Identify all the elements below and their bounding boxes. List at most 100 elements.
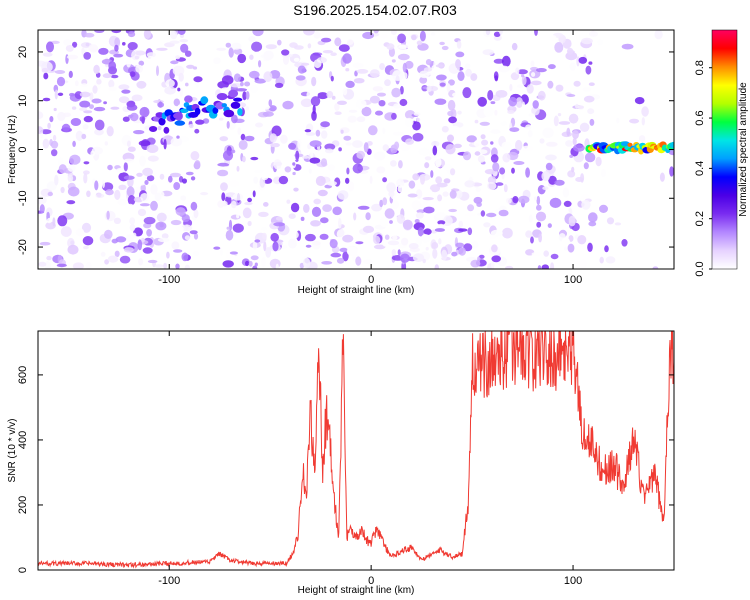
spectral-blob	[118, 84, 130, 90]
spectral-blob	[491, 255, 502, 263]
spectral-blob	[425, 59, 432, 66]
spectral-blob	[501, 55, 511, 67]
spectral-blob	[260, 170, 269, 181]
spectral-blob	[427, 189, 432, 194]
spectral-blob	[126, 203, 135, 212]
spectral-blob	[225, 230, 234, 241]
spectral-blob	[293, 57, 300, 62]
spectral-blob	[133, 181, 146, 186]
spectral-blob	[528, 214, 533, 223]
spectral-blob	[326, 180, 337, 186]
spectral-blob	[400, 237, 409, 246]
spectral-blob	[228, 180, 240, 187]
spectral-blob	[255, 122, 263, 128]
spectral-blob	[115, 236, 127, 243]
spectral-blob	[222, 260, 234, 268]
spectral-blob	[94, 180, 99, 191]
spectral-blob	[142, 247, 153, 254]
spectral-blob	[629, 118, 640, 124]
spectral-blob	[72, 41, 78, 48]
spectral-blob	[228, 47, 234, 58]
spectral-blob	[345, 142, 353, 146]
spectral-blob	[386, 265, 397, 269]
spectral-blob	[86, 190, 91, 198]
colorbar-gradient	[711, 29, 738, 270]
spectral-blob	[399, 143, 411, 151]
spectral-blob	[155, 221, 167, 231]
spectral-blob	[357, 205, 370, 210]
spectral-blob	[235, 88, 248, 92]
spectral-blob	[394, 265, 400, 269]
spectral-blob	[104, 141, 109, 146]
y-axis-label: SNR (10 * v/v)	[7, 419, 18, 483]
spectral-blob	[301, 155, 310, 159]
spectral-blob	[261, 227, 268, 231]
spectral-blob	[226, 121, 230, 129]
spectral-blob	[480, 210, 486, 217]
spectral-blob	[388, 191, 395, 197]
snr-series-line	[38, 331, 674, 569]
spectral-blob	[341, 160, 350, 165]
spectral-blob	[41, 67, 49, 73]
spectral-blob	[536, 221, 542, 228]
spectral-blob	[561, 237, 571, 246]
spectral-blob	[38, 196, 47, 205]
spectral-blob	[338, 147, 342, 152]
spectral-blob	[161, 233, 169, 239]
spectral-blob	[363, 259, 373, 265]
spectral-blob	[569, 154, 574, 158]
spectral-blob	[82, 124, 89, 130]
spectral-blob	[521, 75, 527, 86]
spectral-blob	[462, 151, 472, 161]
spectral-blob	[150, 184, 158, 195]
spectral-blob	[453, 143, 462, 149]
spectral-blob	[320, 217, 329, 224]
spectral-blob	[258, 60, 262, 68]
spectral-blob	[346, 167, 350, 175]
spectral-blob	[511, 42, 518, 51]
y-tick-label: 400	[17, 431, 29, 449]
spectral-blob	[262, 111, 274, 117]
spectral-blob	[240, 133, 246, 141]
spectral-blob	[135, 50, 146, 56]
spectral-blob	[168, 175, 173, 183]
spectral-blob	[555, 84, 564, 92]
spectral-blob	[252, 241, 258, 250]
x-tick-label: 100	[564, 274, 582, 286]
spectral-blob	[113, 53, 124, 58]
spectral-blob	[190, 151, 200, 161]
spectral-blob	[541, 171, 550, 182]
colorbar-tick-label: 0.2	[694, 211, 706, 226]
spectral-blob	[176, 226, 184, 232]
spectral-blob	[83, 161, 90, 165]
spectral-blob	[213, 57, 221, 65]
spectral-blob	[258, 211, 269, 217]
spectral-blob	[545, 154, 557, 161]
spectral-blob	[126, 57, 132, 68]
spectral-blob	[46, 41, 54, 53]
spectral-blob	[269, 133, 277, 143]
spectral-blob	[297, 65, 306, 74]
spectral-blob	[110, 74, 119, 79]
spectral-blob	[345, 68, 350, 72]
spectral-blob	[225, 42, 231, 48]
spectral-blob	[588, 61, 593, 65]
spectral-blob	[486, 212, 497, 218]
x-axis-label: Height of straight line (km)	[298, 285, 415, 296]
spectral-blob	[268, 105, 277, 112]
spectral-blob	[563, 200, 572, 207]
spectral-blob	[135, 186, 142, 194]
spectral-blob	[286, 84, 294, 93]
spectral-blob	[247, 197, 253, 203]
spectral-blob	[180, 195, 187, 201]
spectral-blob	[347, 115, 357, 123]
spectral-blob	[105, 189, 114, 196]
spectral-blob	[584, 152, 596, 163]
spectral-blob	[317, 189, 328, 197]
spectral-blob	[396, 214, 405, 224]
spectral-blob	[221, 75, 234, 85]
spectral-blob	[566, 94, 576, 97]
spectral-blob	[321, 261, 333, 265]
spectral-blob	[464, 235, 475, 244]
x-tick-label: -100	[158, 274, 180, 286]
